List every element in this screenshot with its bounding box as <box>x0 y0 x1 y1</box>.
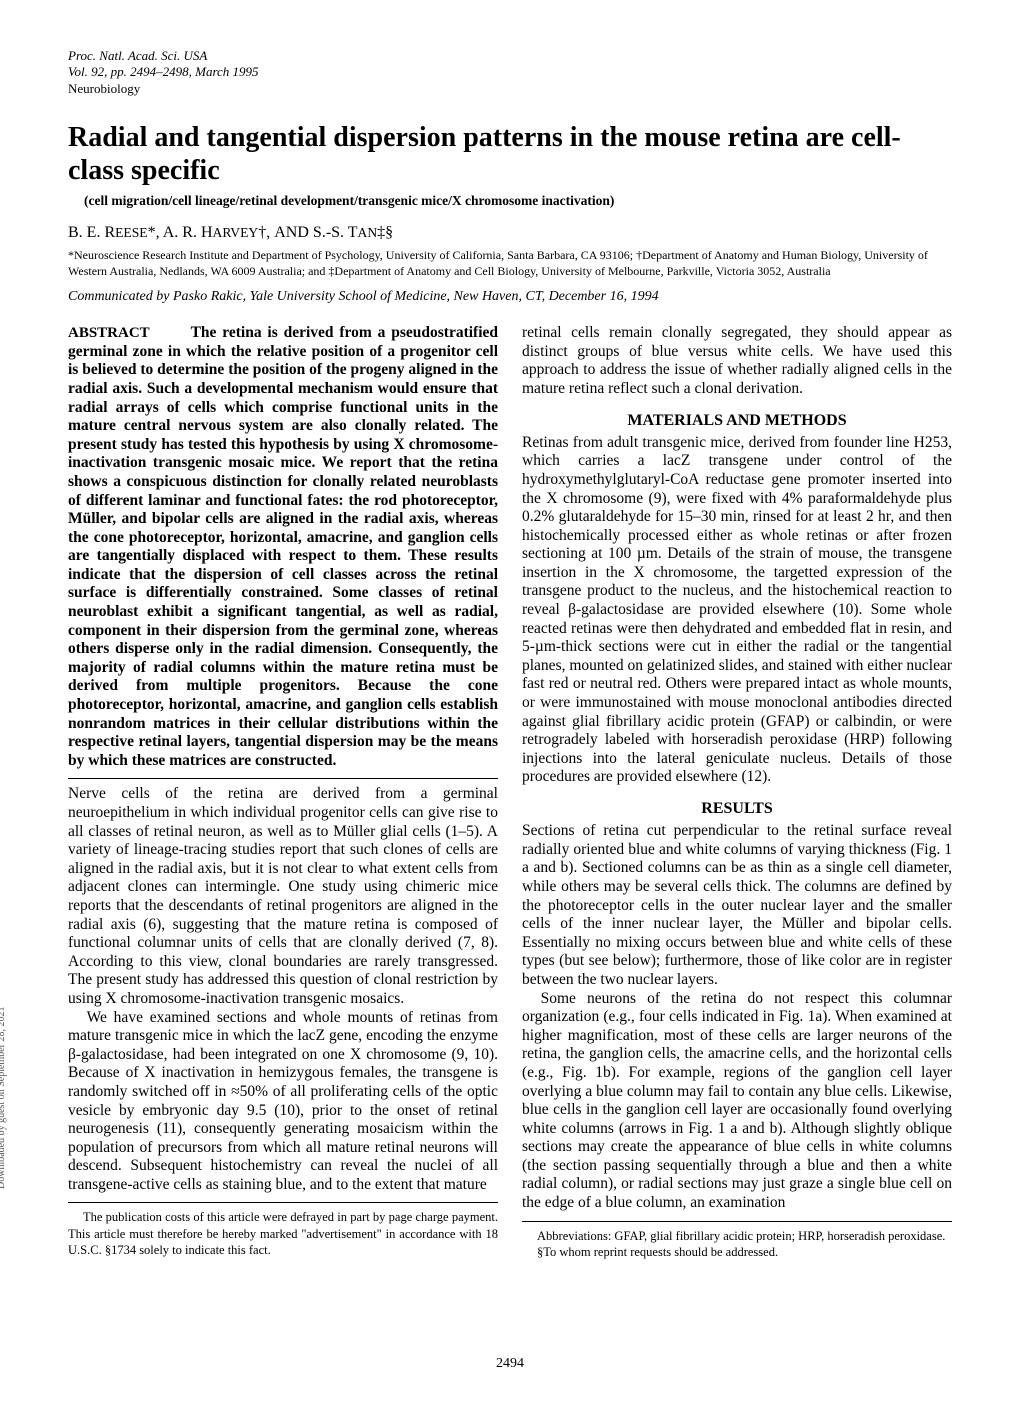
authors-text: B. E. REESE*, A. R. HARVEY†, AND S.-S. T… <box>68 224 393 241</box>
footnote-abbrev: Abbreviations: GFAP, glial fibrillary ac… <box>522 1228 952 1244</box>
methods-heading: MATERIALS AND METHODS <box>522 411 952 430</box>
body-columns: ABSTRACT The retina is derived from a ps… <box>68 324 952 1348</box>
download-note: Downloaded by guest on September 28, 202… <box>0 1007 8 1189</box>
footnote-left: The publication costs of this article we… <box>68 1209 498 1258</box>
affiliations: *Neuroscience Research Institute and Dep… <box>68 248 952 279</box>
abstract-rule <box>68 778 498 779</box>
authors: B. E. REESE*, A. R. HARVEY†, AND S.-S. T… <box>68 223 952 242</box>
footnote-pub-costs: The publication costs of this article we… <box>68 1209 498 1258</box>
paper-subtitle: (cell migration/cell lineage/retinal dev… <box>84 193 952 209</box>
journal-header: Proc. Natl. Acad. Sci. USA Vol. 92, pp. … <box>68 48 952 97</box>
journal-section: Neurobiology <box>68 81 952 97</box>
journal-line2: Vol. 92, pp. 2494–2498, March 1995 <box>68 64 952 80</box>
footnote-right: Abbreviations: GFAP, glial fibrillary ac… <box>522 1228 952 1261</box>
footnote-corresponding: §To whom reprint requests should be addr… <box>522 1244 952 1260</box>
results-p2: Some neurons of the retina do not respec… <box>522 990 952 1213</box>
results-p1: Sections of retina cut perpendicular to … <box>522 822 952 989</box>
communicated-by: Communicated by Pasko Rakic, Yale Univer… <box>68 289 952 306</box>
abstract-label: ABSTRACT <box>68 325 150 341</box>
intro-p3: retinal cells remain clonally segregated… <box>522 324 952 398</box>
paper-title: Radial and tangential dispersion pattern… <box>68 121 952 187</box>
abstract-text: The retina is derived from a pseudostrat… <box>68 324 498 769</box>
intro-p1: Nerve cells of the retina are derived fr… <box>68 785 498 1008</box>
intro-p2: We have examined sections and whole moun… <box>68 1009 498 1195</box>
methods-p1: Retinas from adult transgenic mice, deri… <box>522 434 952 787</box>
right-foot-rule <box>522 1221 952 1222</box>
results-heading: RESULTS <box>522 799 952 818</box>
journal-line1: Proc. Natl. Acad. Sci. USA <box>68 48 952 64</box>
abstract: ABSTRACT The retina is derived from a ps… <box>68 324 498 770</box>
page-number: 2494 <box>68 1356 952 1373</box>
left-foot-rule <box>68 1202 498 1203</box>
